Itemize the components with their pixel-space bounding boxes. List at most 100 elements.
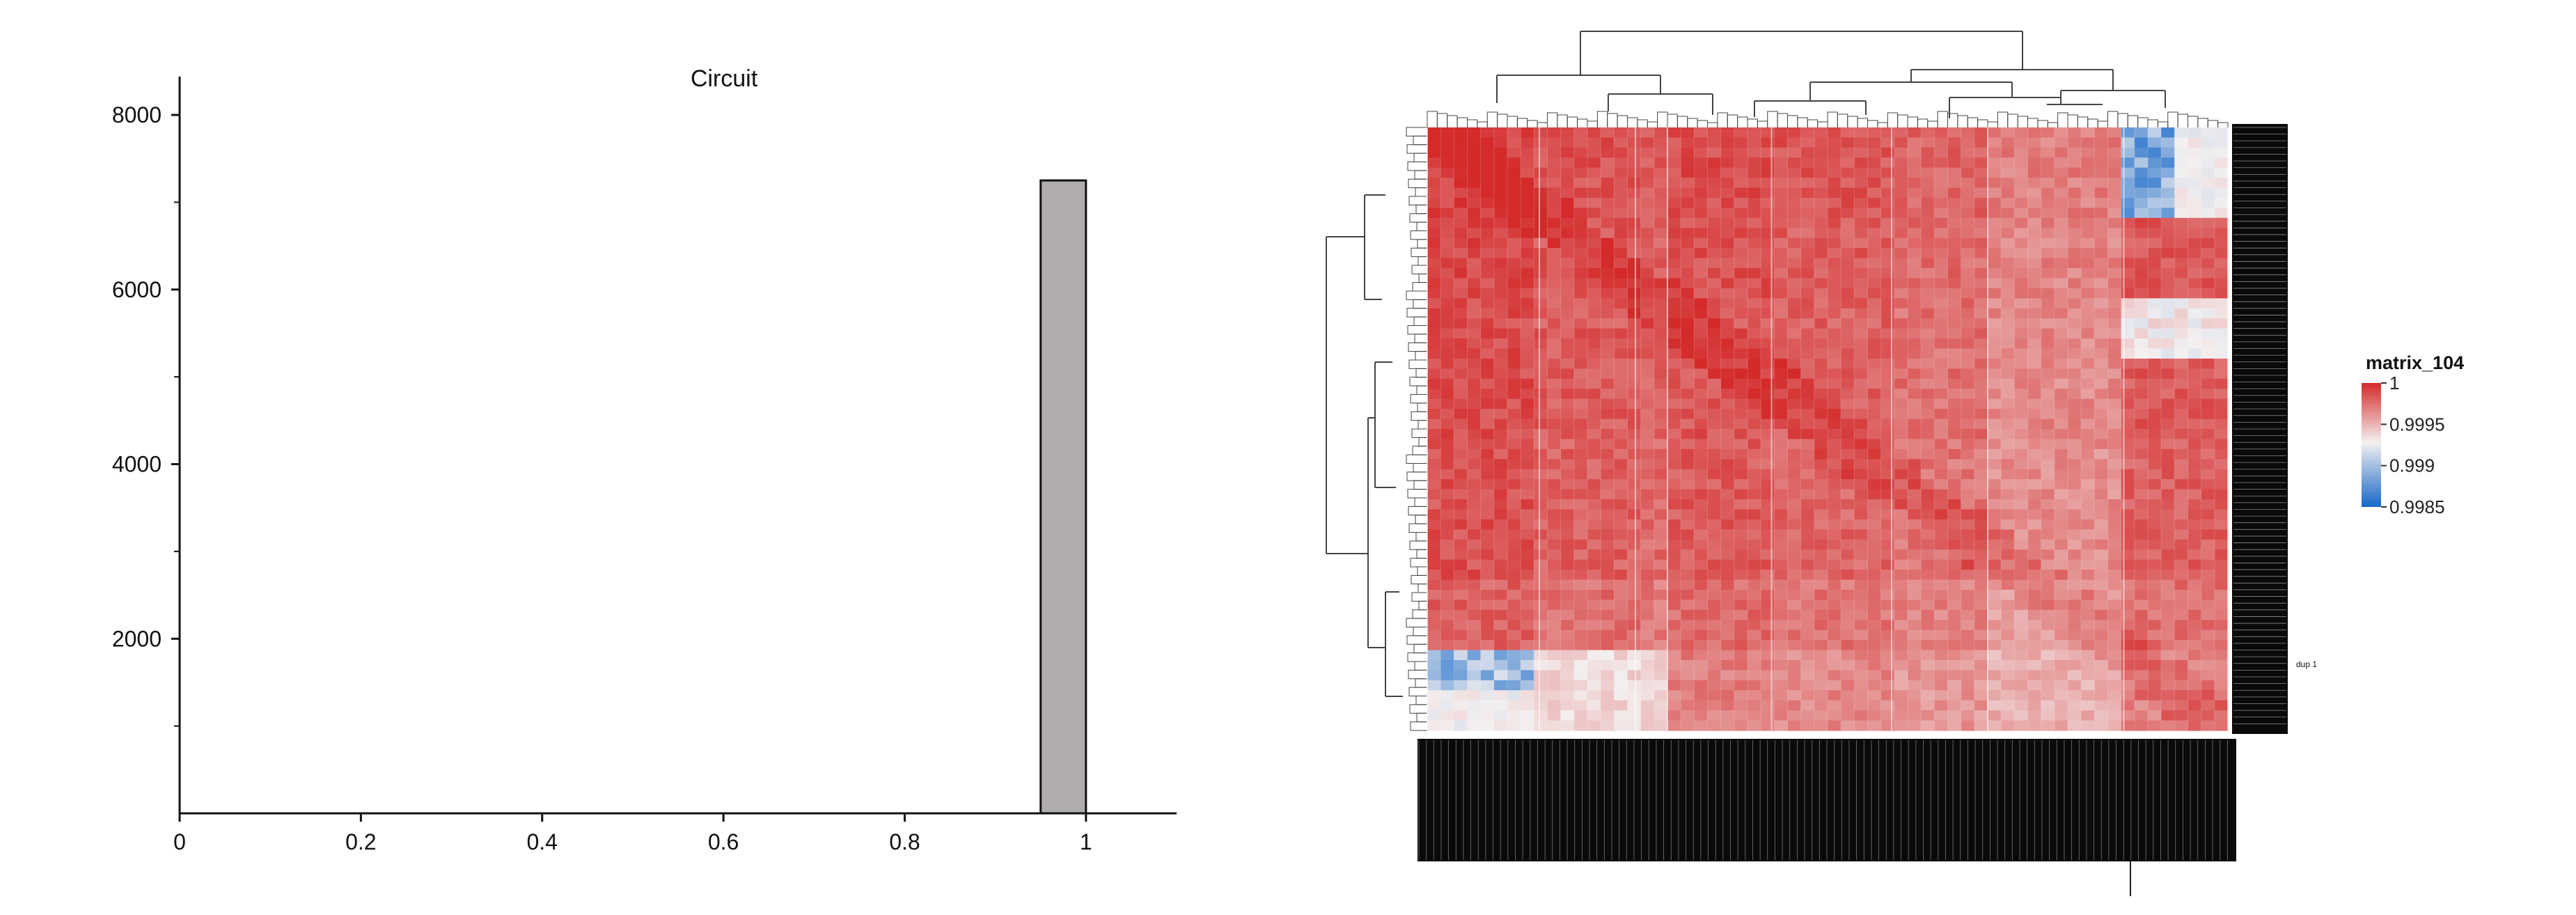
heatmap-cell (1640, 629, 1655, 641)
heatmap-cell (2188, 237, 2202, 249)
heatmap-cell (1614, 690, 1628, 701)
heatmap-cell (1507, 459, 1521, 470)
heatmap-cell (1694, 137, 1709, 148)
heatmap-cell (1654, 539, 1668, 550)
heatmap-cell (1974, 570, 1988, 581)
heatmap-cell (1681, 650, 1695, 661)
heatmap-cell (2068, 378, 2082, 389)
heatmap-cell (1601, 609, 1615, 620)
heatmap-cell (1720, 670, 1735, 681)
heatmap-cell (1867, 479, 1882, 490)
heatmap-cell (2027, 690, 2042, 701)
heatmap-cell (1774, 258, 1789, 269)
heatmap-cell (1841, 650, 1855, 661)
heatmap-cell (1761, 629, 1775, 641)
heatmap-cell (1720, 368, 1735, 380)
heatmap-cell (1654, 217, 1668, 228)
dendrogram-leaf (2217, 122, 2229, 127)
heatmap-cell (1947, 288, 1962, 299)
heatmap-cell (1627, 710, 1642, 721)
heatmap-cell (2094, 579, 2109, 591)
heatmap-cell (1814, 308, 1828, 319)
heatmap-cell (1534, 398, 1548, 409)
heatmap-cell (1974, 469, 1988, 480)
dendrogram-leaf (1797, 117, 1808, 127)
heatmap-cell (1640, 187, 1655, 198)
heatmap-cell (2081, 419, 2095, 430)
heatmap-cell (1841, 448, 1855, 460)
heatmap-cell (2148, 348, 2162, 359)
heatmap-cell (1934, 670, 1949, 681)
heatmap-cell (2161, 308, 2175, 319)
heatmap-cell (2041, 700, 2055, 711)
heatmap-cell (1748, 448, 1761, 460)
heatmap-cell (2054, 519, 2068, 530)
heatmap-cell (2054, 529, 2068, 540)
heatmap-cell (1974, 700, 1988, 711)
dendrogram-leaf (1411, 592, 1427, 602)
heatmap-cell (1854, 217, 1869, 228)
dendrogram-leaf (1777, 113, 1788, 127)
heatmap-cell (1908, 539, 1922, 550)
heatmap-cell (1828, 499, 1841, 510)
heatmap-cell (1814, 419, 1828, 430)
heatmap-cell (1814, 198, 1828, 209)
heatmap-cell (1748, 710, 1761, 721)
heatmap-cell (1988, 609, 2002, 620)
heatmap-cell (1427, 609, 1441, 620)
heatmap-cell (1841, 670, 1855, 681)
heatmap-cell (1961, 157, 1975, 169)
heatmap-cell (1774, 318, 1789, 329)
heatmap-cell (2094, 659, 2109, 671)
heatmap-cell (1480, 549, 1495, 561)
heatmap-cell (1934, 720, 1949, 731)
heatmap-cell (1534, 448, 1548, 460)
heatmap-cell (2161, 157, 2175, 169)
heatmap-cell (1841, 338, 1855, 350)
heatmap-cell (1734, 338, 1748, 350)
heatmap-cell (1440, 127, 1454, 139)
heatmap-cell (1587, 187, 1601, 198)
heatmap-cell (1748, 398, 1761, 409)
heatmap-cell (1427, 398, 1441, 409)
heatmap-cell (1627, 358, 1642, 369)
heatmap-cell (1921, 208, 1935, 219)
heatmap-cell (1493, 559, 1508, 570)
heatmap-cell (1814, 509, 1828, 520)
heatmap-cell (1934, 529, 1949, 540)
heatmap-cell (2094, 549, 2109, 561)
dendrogram-leaf (1408, 687, 1427, 697)
heatmap-cell (1734, 519, 1748, 530)
heatmap-cell (1454, 710, 1468, 721)
heatmap-cell (1427, 338, 1441, 350)
heatmap-cell (1587, 368, 1601, 380)
heatmap-cell (1961, 640, 1975, 651)
heatmap-cell (1521, 308, 1534, 319)
heatmap-cell (1627, 409, 1642, 420)
heatmap-cell (2001, 670, 2015, 681)
heatmap-cell (2081, 539, 2095, 550)
heatmap-cell (1601, 419, 1615, 430)
heatmap-cell (1748, 429, 1761, 440)
heatmap-cell (1667, 670, 1681, 681)
heatmap-cell (2188, 268, 2202, 279)
heatmap-cell (2068, 429, 2082, 440)
heatmap-cell (1894, 348, 1908, 359)
heatmap-cell (1748, 720, 1761, 731)
heatmap-cell (2188, 348, 2202, 359)
heatmap-cell (1841, 178, 1855, 189)
heatmap-cell (1521, 187, 1534, 198)
heatmap-cell (1961, 620, 1975, 631)
heatmap-cell (2041, 308, 2055, 319)
heatmap-cell (1748, 559, 1761, 570)
heatmap-cell (2148, 167, 2162, 178)
heatmap-cell (2001, 429, 2015, 440)
dendrogram-leaf (1897, 114, 1908, 127)
heatmap-cell (1720, 147, 1735, 158)
heatmap-cell (2148, 178, 2162, 189)
heatmap-cell (1573, 600, 1588, 611)
heatmap-cell (1800, 690, 1815, 701)
heatmap-cell (1894, 308, 1908, 319)
heatmap-cell (2027, 198, 2042, 209)
